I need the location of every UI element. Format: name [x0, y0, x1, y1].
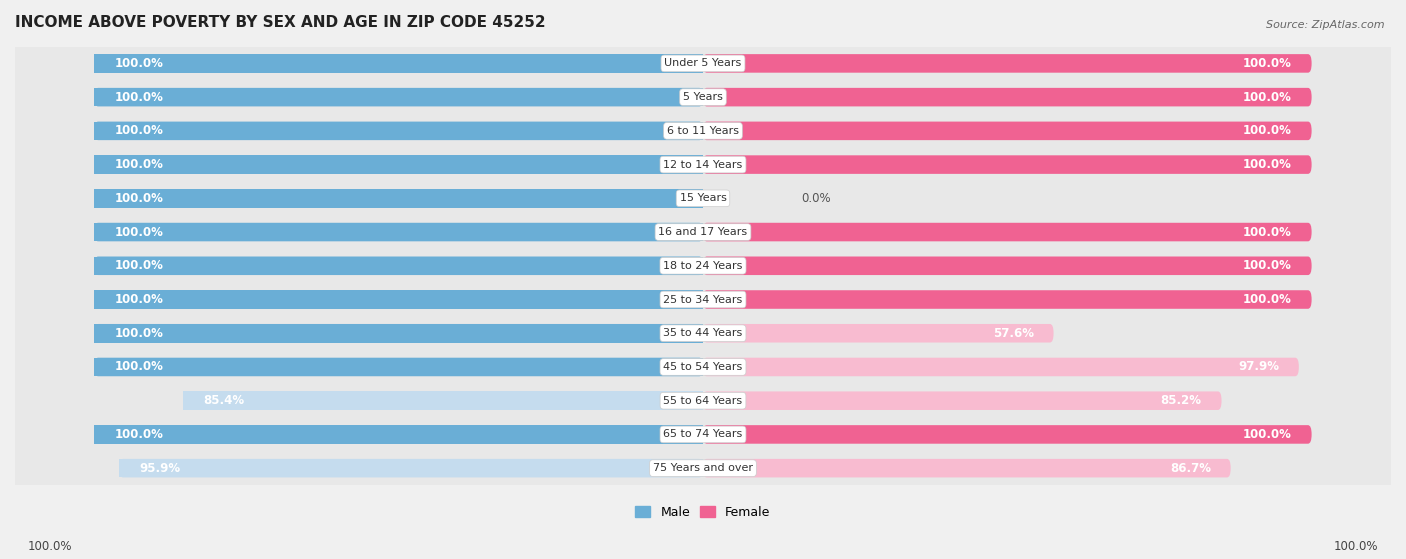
- Bar: [15, 451, 1391, 485]
- FancyBboxPatch shape: [703, 425, 1312, 444]
- Text: 15 Years: 15 Years: [679, 193, 727, 203]
- FancyBboxPatch shape: [94, 88, 703, 106]
- Text: 100.0%: 100.0%: [1243, 259, 1292, 272]
- FancyBboxPatch shape: [120, 459, 703, 477]
- Bar: [94, 324, 703, 343]
- Text: 100.0%: 100.0%: [114, 361, 163, 373]
- Text: 100.0%: 100.0%: [1243, 91, 1292, 103]
- Text: 100.0%: 100.0%: [114, 158, 163, 171]
- Text: 100.0%: 100.0%: [114, 192, 163, 205]
- Bar: [15, 283, 1391, 316]
- FancyBboxPatch shape: [94, 122, 703, 140]
- Text: 12 to 14 Years: 12 to 14 Years: [664, 160, 742, 169]
- Text: 57.6%: 57.6%: [993, 327, 1033, 340]
- FancyBboxPatch shape: [703, 257, 1312, 275]
- Text: 100.0%: 100.0%: [114, 428, 163, 441]
- Text: 100.0%: 100.0%: [114, 293, 163, 306]
- FancyBboxPatch shape: [703, 391, 1222, 410]
- Text: 86.7%: 86.7%: [1170, 462, 1211, 475]
- Text: 45 to 54 Years: 45 to 54 Years: [664, 362, 742, 372]
- FancyBboxPatch shape: [94, 155, 703, 174]
- Bar: [15, 249, 1391, 283]
- FancyBboxPatch shape: [703, 155, 1312, 174]
- Text: Under 5 Years: Under 5 Years: [665, 58, 741, 68]
- Text: 100.0%: 100.0%: [1243, 428, 1292, 441]
- Text: 100.0%: 100.0%: [1243, 293, 1292, 306]
- FancyBboxPatch shape: [703, 290, 1312, 309]
- Text: 100.0%: 100.0%: [114, 124, 163, 138]
- Text: 85.2%: 85.2%: [1161, 394, 1202, 407]
- Bar: [15, 384, 1391, 418]
- FancyBboxPatch shape: [94, 257, 703, 275]
- Bar: [94, 54, 703, 73]
- FancyBboxPatch shape: [703, 122, 1312, 140]
- Text: 55 to 64 Years: 55 to 64 Years: [664, 396, 742, 406]
- Text: 100.0%: 100.0%: [114, 259, 163, 272]
- FancyBboxPatch shape: [183, 391, 703, 410]
- Bar: [94, 290, 703, 309]
- Text: 85.4%: 85.4%: [202, 394, 245, 407]
- Text: 100.0%: 100.0%: [28, 541, 73, 553]
- FancyBboxPatch shape: [94, 223, 703, 241]
- Bar: [94, 122, 703, 140]
- Text: 95.9%: 95.9%: [139, 462, 180, 475]
- Legend: Male, Female: Male, Female: [630, 501, 776, 524]
- Text: 100.0%: 100.0%: [1243, 158, 1292, 171]
- Bar: [15, 114, 1391, 148]
- Text: 100.0%: 100.0%: [114, 225, 163, 239]
- FancyBboxPatch shape: [94, 290, 703, 309]
- Bar: [15, 316, 1391, 350]
- Bar: [94, 189, 703, 207]
- Text: 18 to 24 Years: 18 to 24 Years: [664, 261, 742, 271]
- Bar: [15, 46, 1391, 80]
- Bar: [94, 358, 703, 376]
- Text: INCOME ABOVE POVERTY BY SEX AND AGE IN ZIP CODE 45252: INCOME ABOVE POVERTY BY SEX AND AGE IN Z…: [15, 15, 546, 30]
- Bar: [94, 88, 703, 106]
- FancyBboxPatch shape: [94, 54, 703, 73]
- Text: 100.0%: 100.0%: [114, 57, 163, 70]
- Bar: [120, 459, 703, 477]
- Bar: [15, 215, 1391, 249]
- Bar: [15, 350, 1391, 384]
- Text: Source: ZipAtlas.com: Source: ZipAtlas.com: [1267, 20, 1385, 30]
- Text: 75 Years and over: 75 Years and over: [652, 463, 754, 473]
- FancyBboxPatch shape: [703, 358, 1299, 376]
- FancyBboxPatch shape: [703, 459, 1230, 477]
- Bar: [94, 257, 703, 275]
- Bar: [183, 391, 703, 410]
- Bar: [94, 425, 703, 444]
- Bar: [15, 418, 1391, 451]
- FancyBboxPatch shape: [703, 54, 1312, 73]
- FancyBboxPatch shape: [703, 324, 1053, 343]
- FancyBboxPatch shape: [94, 189, 703, 207]
- Bar: [15, 80, 1391, 114]
- Text: 5 Years: 5 Years: [683, 92, 723, 102]
- FancyBboxPatch shape: [94, 358, 703, 376]
- Text: 35 to 44 Years: 35 to 44 Years: [664, 328, 742, 338]
- FancyBboxPatch shape: [94, 425, 703, 444]
- Text: 100.0%: 100.0%: [1243, 124, 1292, 138]
- Text: 100.0%: 100.0%: [114, 91, 163, 103]
- Text: 25 to 34 Years: 25 to 34 Years: [664, 295, 742, 305]
- Text: 97.9%: 97.9%: [1239, 361, 1279, 373]
- Bar: [94, 155, 703, 174]
- Text: 100.0%: 100.0%: [1333, 541, 1378, 553]
- Bar: [15, 148, 1391, 182]
- Text: 6 to 11 Years: 6 to 11 Years: [666, 126, 740, 136]
- Bar: [94, 223, 703, 241]
- Text: 100.0%: 100.0%: [1243, 57, 1292, 70]
- Text: 100.0%: 100.0%: [114, 327, 163, 340]
- FancyBboxPatch shape: [94, 324, 703, 343]
- Text: 100.0%: 100.0%: [1243, 225, 1292, 239]
- Text: 65 to 74 Years: 65 to 74 Years: [664, 429, 742, 439]
- FancyBboxPatch shape: [703, 88, 1312, 106]
- Text: 0.0%: 0.0%: [801, 192, 831, 205]
- Text: 16 and 17 Years: 16 and 17 Years: [658, 227, 748, 237]
- FancyBboxPatch shape: [703, 223, 1312, 241]
- Bar: [15, 182, 1391, 215]
